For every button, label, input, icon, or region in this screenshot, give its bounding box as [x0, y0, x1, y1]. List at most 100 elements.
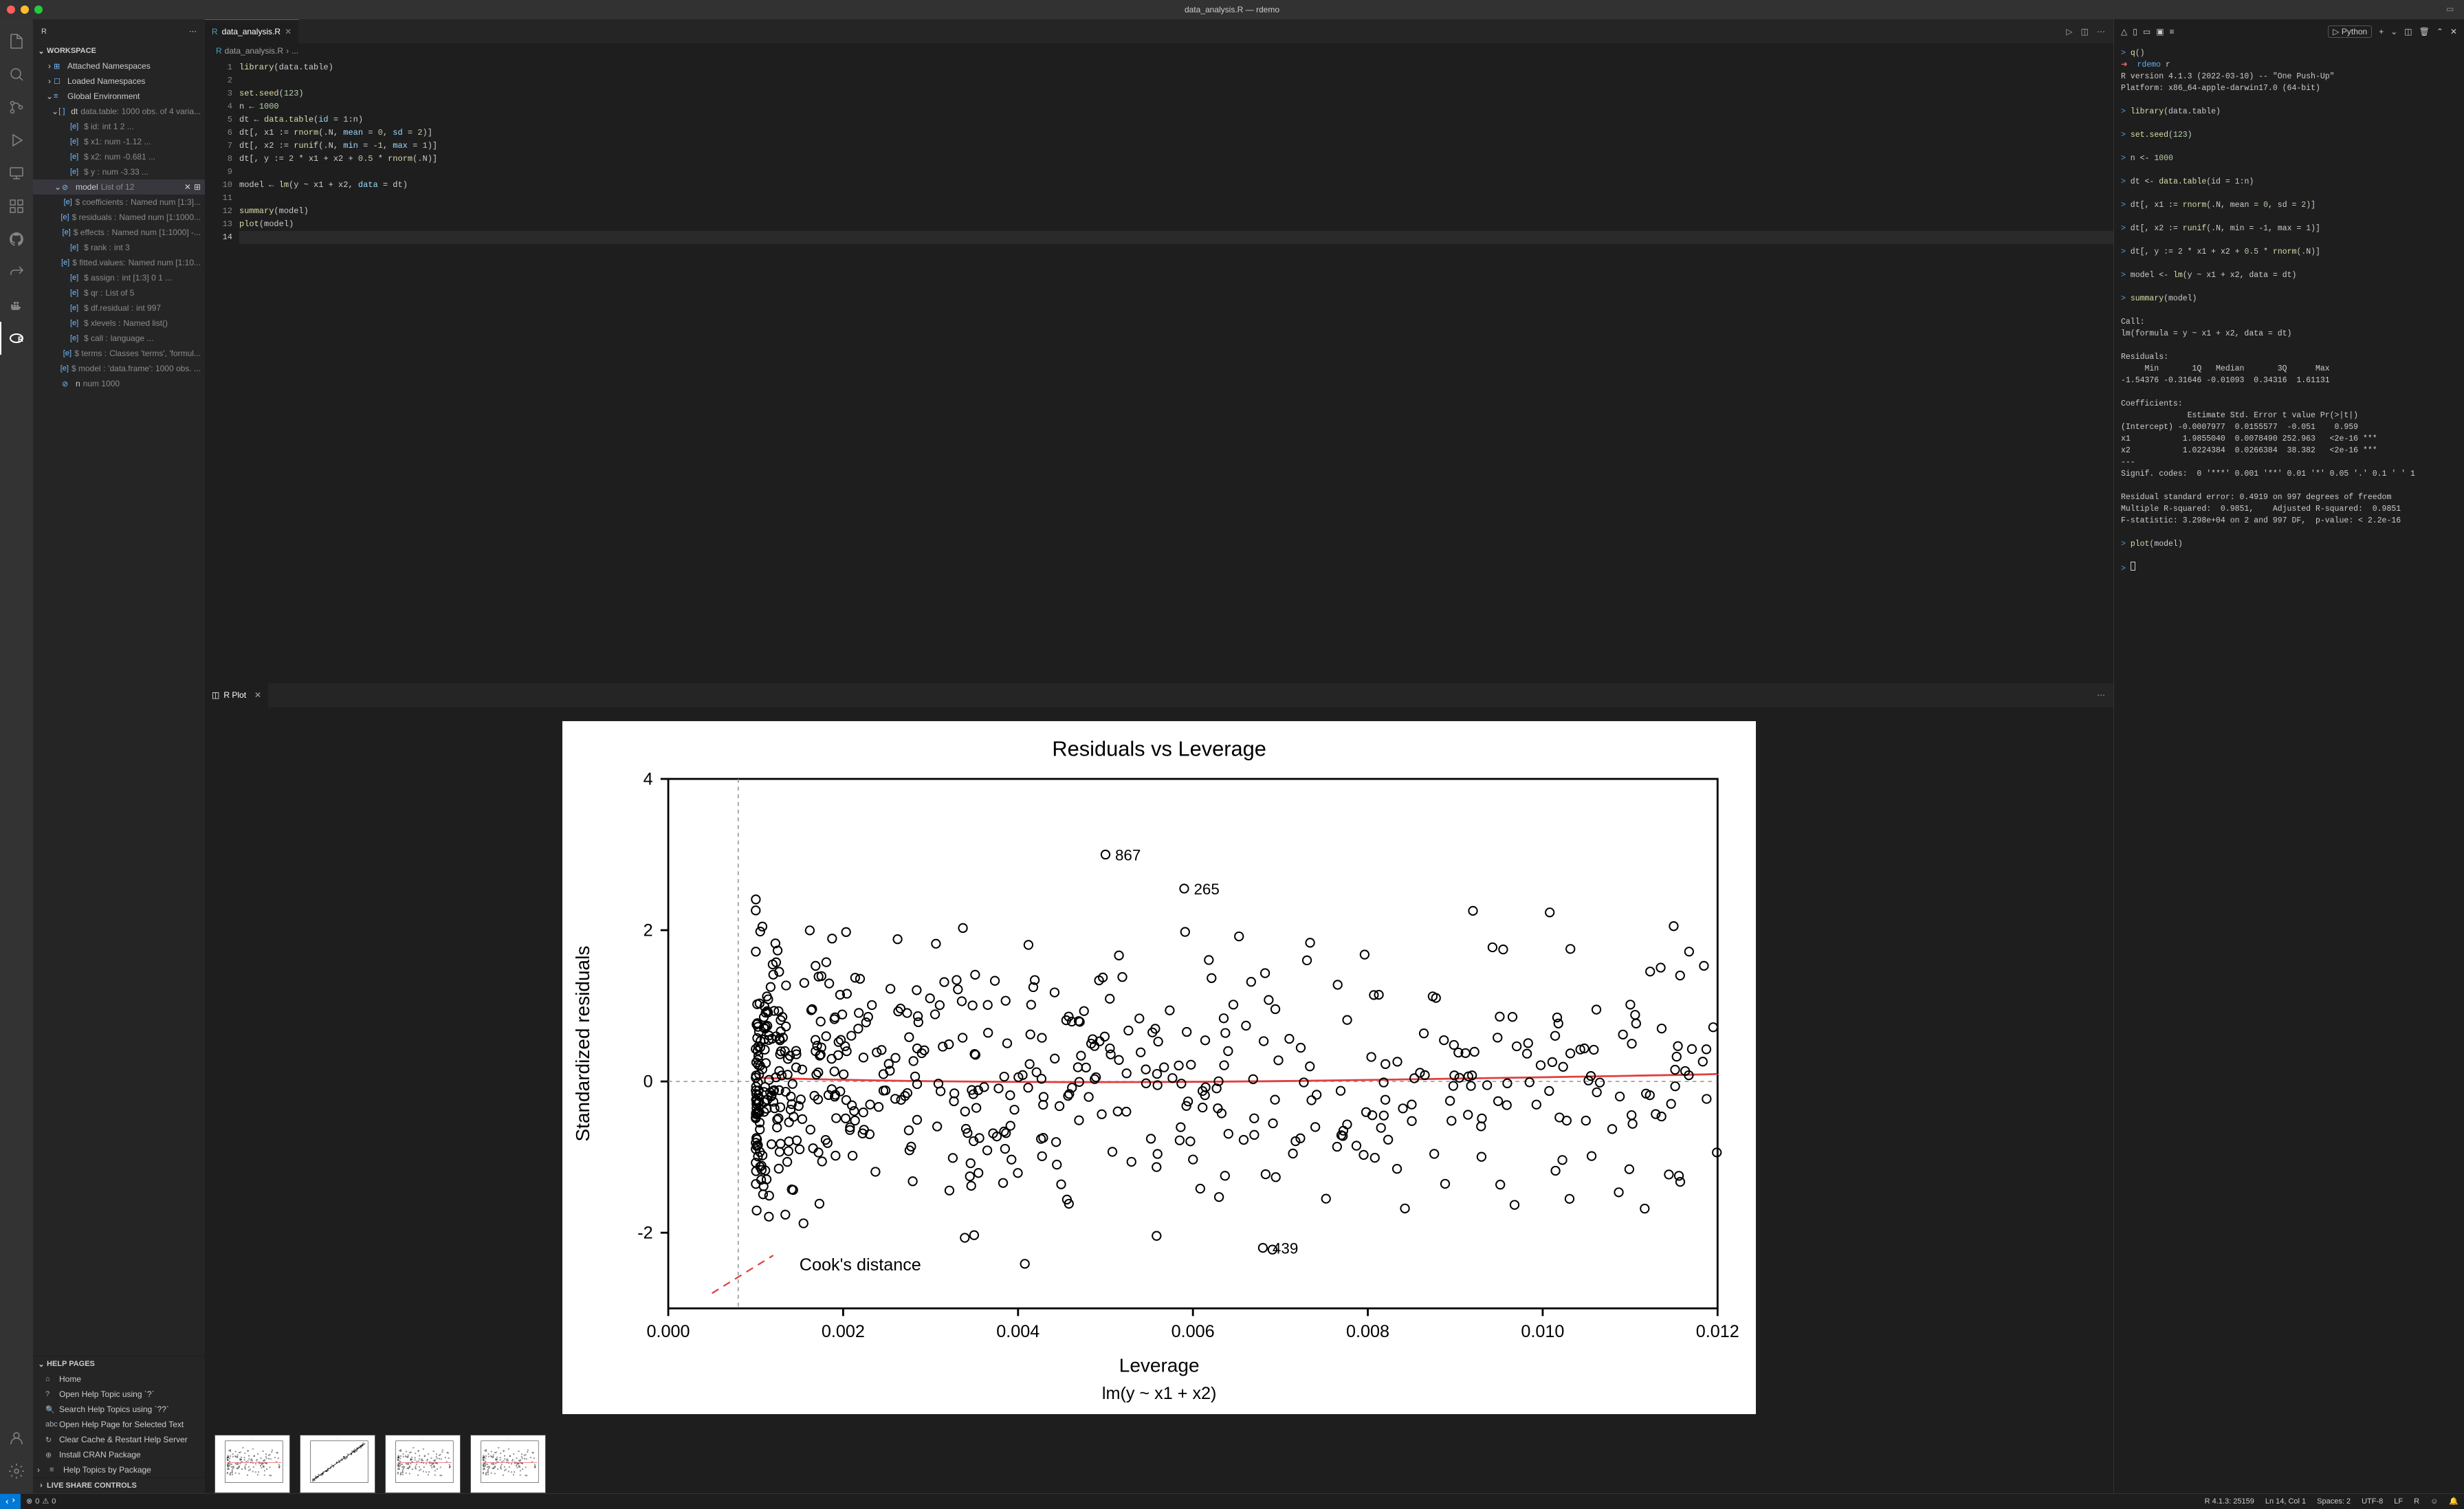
terminal-add-icon[interactable]: +	[2379, 27, 2384, 36]
more-icon[interactable]: ⋯	[189, 27, 197, 36]
svg-text:Cook's distance: Cook's distance	[800, 1255, 921, 1275]
close-plot-tab-icon[interactable]: ✕	[254, 690, 261, 700]
feedback-icon[interactable]: ☺	[2425, 1497, 2443, 1506]
svg-text:-2: -2	[637, 1223, 652, 1242]
svg-text:Standardized residuals: Standardized residuals	[572, 945, 593, 1141]
var-model-child[interactable]: [e]$ call :language ...	[33, 331, 205, 346]
r-extension-icon[interactable]: R	[0, 322, 33, 355]
residuals-leverage-plot: Residuals vs LeverageLeveragelm(y ~ x1 +…	[562, 721, 1756, 1414]
help-item[interactable]: 🔍Search Help Topics using `??`	[33, 1402, 205, 1417]
close-var-icon[interactable]: ✕	[184, 182, 191, 192]
cursor-position[interactable]: Ln 14, Col 1	[2260, 1497, 2311, 1506]
warning-triangle-icon[interactable]: △	[2121, 27, 2127, 36]
editor-tab[interactable]: R data_analysis.R ✕	[205, 19, 299, 43]
layout-icon[interactable]: ▭	[2446, 4, 2457, 15]
breadcrumb[interactable]: R data_analysis.R › ...	[205, 43, 2113, 58]
search-icon[interactable]	[0, 58, 33, 91]
loaded-namespaces[interactable]: › ☐ Loaded Namespaces	[33, 74, 205, 89]
plot-thumb-3[interactable]: ·	[385, 1435, 461, 1493]
help-section-header[interactable]: ⌄ HELP PAGES	[33, 1356, 205, 1372]
help-item[interactable]: ›≡Help Topics by Package	[33, 1462, 205, 1477]
plot-thumb-1[interactable]: ·	[214, 1435, 290, 1493]
eol-status[interactable]: LF	[2388, 1497, 2408, 1506]
var-dt-child[interactable]: [e]$ x2:num -0.681 ...	[33, 149, 205, 164]
var-model-child[interactable]: [e]$ coefficients :Named num [1:3]...	[33, 195, 205, 210]
language-status[interactable]: R	[2408, 1497, 2425, 1506]
var-model-child[interactable]: [e]$ residuals :Named num [1:1000...	[33, 210, 205, 225]
var-model-child[interactable]: [e]$ effects :Named num [1:1000] -...	[33, 225, 205, 240]
run-icon[interactable]: ▷	[2066, 27, 2072, 36]
svg-text:0.006: 0.006	[1171, 1322, 1214, 1341]
terminal-dropdown-icon[interactable]: ⌄	[2390, 27, 2397, 36]
encoding-status[interactable]: UTF-8	[2356, 1497, 2388, 1506]
code-editor[interactable]: 1234567891011121314 library(data.table) …	[205, 58, 2113, 683]
close-window-button[interactable]	[7, 5, 15, 14]
var-model-child[interactable]: [e]$ xlevels :Named list()	[33, 316, 205, 331]
source-control-icon[interactable]	[0, 91, 33, 124]
var-dt-child[interactable]: [e]$ id:int 1 2 ...	[33, 119, 205, 134]
docker-icon[interactable]	[0, 289, 33, 322]
explorer-icon[interactable]	[0, 25, 33, 58]
var-model-child[interactable]: [e]$ terms :Classes 'terms', 'formul...	[33, 346, 205, 361]
plot-thumb-2[interactable]: ·	[300, 1435, 375, 1493]
indent-status[interactable]: Spaces: 2	[2311, 1497, 2356, 1506]
accounts-icon[interactable]	[0, 1422, 33, 1455]
var-model-child[interactable]: [e]$ qr :List of 5	[33, 285, 205, 300]
var-model-child[interactable]: [e]$ fitted.values:Named num [1:10...	[33, 255, 205, 270]
run-debug-icon[interactable]	[0, 124, 33, 157]
settings-gear-icon[interactable]	[0, 1455, 33, 1488]
help-item[interactable]: ⌂Home	[33, 1372, 205, 1387]
svg-text:Leverage: Leverage	[1119, 1354, 1200, 1376]
terminal-max-icon[interactable]: ⌃	[2436, 27, 2443, 36]
split-icon[interactable]: ◫	[2081, 27, 2089, 36]
statusbar: ⊗0 ⚠0 R 4.1.3: 25159 Ln 14, Col 1 Spaces…	[0, 1493, 2464, 1508]
more-actions-icon[interactable]: ⋯	[2097, 27, 2105, 36]
help-item[interactable]: abcOpen Help Page for Selected Text	[33, 1417, 205, 1432]
var-dt[interactable]: ⌄ [ ] dt data.table: 1000 obs. of 4 vari…	[33, 104, 205, 119]
minimize-window-button[interactable]	[21, 5, 29, 14]
sidebar: R ⋯ ⌄ WORKSPACE › ⊞ Attached Namespaces …	[33, 19, 205, 1493]
sidebar-title: R	[41, 27, 47, 36]
var-model-child[interactable]: [e]$ rank :int 3	[33, 240, 205, 255]
github-icon[interactable]	[0, 223, 33, 256]
terminal-trash-icon[interactable]: 🗑	[2419, 27, 2430, 36]
terminal-output[interactable]: > q() ➜ rdemo r R version 4.1.3 (2022-03…	[2114, 43, 2464, 1493]
var-dt-child[interactable]: [e]$ y :num -3.33 ...	[33, 164, 205, 179]
r-session-status[interactable]: R 4.1.3: 25159	[2199, 1497, 2260, 1506]
terminal-step-icon[interactable]: ▯	[2133, 27, 2137, 36]
remote-explorer-icon[interactable]	[0, 157, 33, 190]
maximize-window-button[interactable]	[34, 5, 43, 14]
plot-thumb-4[interactable]: ·	[470, 1435, 546, 1493]
errors-warnings[interactable]: ⊗0 ⚠0	[21, 1497, 61, 1506]
terminal-list-icon[interactable]: ≡	[2170, 27, 2175, 36]
plot-more-icon[interactable]: ⋯	[2097, 690, 2105, 700]
attached-namespaces[interactable]: › ⊞ Attached Namespaces	[33, 58, 205, 74]
var-n[interactable]: ⊘ n num 1000	[33, 376, 205, 391]
live-share-icon[interactable]	[0, 256, 33, 289]
window-controls	[7, 5, 43, 14]
notifications-icon[interactable]: 🔔	[2443, 1497, 2464, 1506]
plot-tab[interactable]: ◫ R Plot ✕	[205, 683, 268, 707]
editor-tab-bar: R data_analysis.R ✕ ▷ ◫ ⋯	[205, 19, 2113, 43]
global-environment[interactable]: ⌄ ≡ Global Environment	[33, 89, 205, 104]
var-dt-child[interactable]: [e]$ x1:num -1.12 ...	[33, 134, 205, 149]
var-model-child[interactable]: [e]$ df.residual :int 997	[33, 300, 205, 316]
var-model-child[interactable]: [e]$ model :'data.frame': 1000 obs. ...	[33, 361, 205, 376]
remote-indicator[interactable]	[0, 1494, 21, 1509]
terminal-panel-icon[interactable]: ▣	[2156, 27, 2164, 36]
terminal-split-icon[interactable]: ◫	[2404, 27, 2412, 36]
help-item[interactable]: ↻Clear Cache & Restart Help Server	[33, 1432, 205, 1447]
kernel-selector[interactable]: ▷ Python	[2328, 25, 2372, 38]
live-share-section-header[interactable]: › LIVE SHARE CONTROLS	[33, 1478, 205, 1493]
terminal-close-icon[interactable]: ✕	[2450, 27, 2457, 36]
terminal-run-icon[interactable]: ▭	[2143, 27, 2150, 36]
help-item[interactable]: ?Open Help Topic using `?`	[33, 1387, 205, 1402]
var-model[interactable]: ⌄ ⊘ model List of 12 ✕ ⊞	[33, 179, 205, 195]
workspace-section-header[interactable]: ⌄ WORKSPACE	[33, 43, 205, 58]
close-tab-icon[interactable]: ✕	[285, 27, 292, 36]
extensions-icon[interactable]	[0, 190, 33, 223]
help-item[interactable]: ⊕Install CRAN Package	[33, 1447, 205, 1462]
view-var-icon[interactable]: ⊞	[194, 182, 201, 192]
chart-icon: ◫	[212, 690, 219, 700]
var-model-child[interactable]: [e]$ assign :int [1:3] 0 1 ...	[33, 270, 205, 285]
